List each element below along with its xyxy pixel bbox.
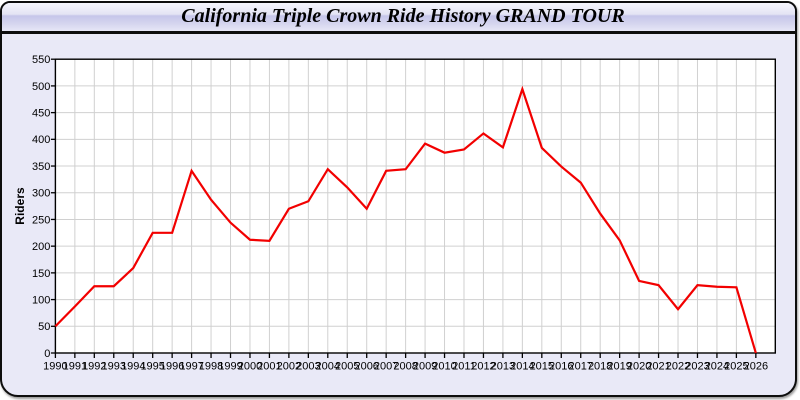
svg-text:2001: 2001 (257, 360, 281, 372)
svg-text:50: 50 (38, 321, 50, 333)
svg-text:0: 0 (44, 348, 50, 360)
svg-text:2021: 2021 (646, 360, 670, 372)
svg-text:2000: 2000 (238, 360, 262, 372)
svg-text:2026: 2026 (744, 360, 768, 372)
svg-text:2017: 2017 (568, 360, 592, 372)
svg-text:2012: 2012 (471, 360, 495, 372)
svg-text:Riders: Riders (13, 187, 27, 225)
svg-text:500: 500 (32, 81, 50, 93)
svg-text:2003: 2003 (296, 360, 320, 372)
svg-text:2009: 2009 (413, 360, 437, 372)
svg-text:2020: 2020 (627, 360, 651, 372)
svg-text:2006: 2006 (354, 360, 378, 372)
svg-text:2018: 2018 (588, 360, 612, 372)
svg-text:150: 150 (32, 268, 50, 280)
svg-text:200: 200 (32, 241, 50, 253)
svg-text:1996: 1996 (160, 360, 184, 372)
svg-text:1993: 1993 (102, 360, 126, 372)
svg-text:350: 350 (32, 161, 50, 173)
svg-text:2004: 2004 (316, 360, 340, 372)
svg-text:2025: 2025 (724, 360, 748, 372)
svg-text:2011: 2011 (452, 360, 476, 372)
svg-text:1991: 1991 (63, 360, 87, 372)
svg-text:2015: 2015 (530, 360, 554, 372)
svg-text:2005: 2005 (335, 360, 359, 372)
svg-text:1994: 1994 (121, 360, 145, 372)
svg-text:2023: 2023 (685, 360, 709, 372)
svg-text:450: 450 (32, 108, 50, 120)
svg-text:300: 300 (32, 188, 50, 200)
svg-text:2013: 2013 (491, 360, 515, 372)
svg-text:2002: 2002 (277, 360, 301, 372)
svg-text:2010: 2010 (432, 360, 456, 372)
svg-text:550: 550 (32, 54, 50, 66)
svg-text:250: 250 (32, 214, 50, 226)
svg-text:2022: 2022 (666, 360, 690, 372)
svg-text:2016: 2016 (549, 360, 573, 372)
svg-text:1992: 1992 (82, 360, 106, 372)
svg-text:1998: 1998 (199, 360, 223, 372)
svg-text:1997: 1997 (179, 360, 203, 372)
svg-text:2019: 2019 (607, 360, 631, 372)
svg-text:100: 100 (32, 294, 50, 306)
svg-text:1990: 1990 (43, 360, 67, 372)
svg-text:2007: 2007 (374, 360, 398, 372)
svg-text:400: 400 (32, 134, 50, 146)
svg-text:2014: 2014 (510, 360, 534, 372)
svg-text:2024: 2024 (705, 360, 729, 372)
svg-text:2008: 2008 (393, 360, 417, 372)
svg-text:1995: 1995 (140, 360, 164, 372)
svg-text:1999: 1999 (218, 360, 242, 372)
